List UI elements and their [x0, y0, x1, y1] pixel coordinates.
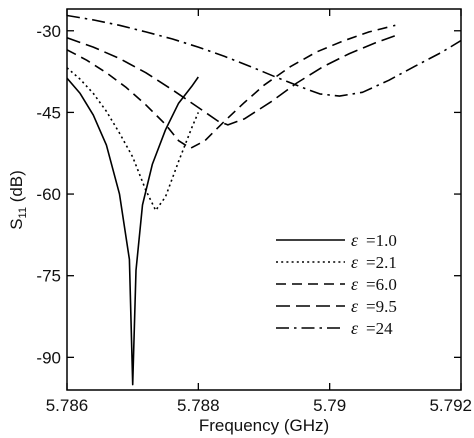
ticks-layer: 5.786 5.788 5.79 5.792 -90 -75 -60 -45 -30	[36, 9, 472, 415]
legend-label-1: =1.0	[366, 231, 397, 250]
y-axis-label-unit: (dB)	[7, 170, 26, 207]
legend-epsilon-2: ε	[351, 252, 359, 272]
series-line-2	[67, 67, 200, 212]
legend-label-5: =24	[366, 319, 393, 338]
legend-label-4: =9.5	[366, 297, 397, 316]
legend-epsilon-5: ε	[351, 318, 359, 338]
legend-epsilon-1: ε	[351, 230, 359, 250]
y-tick-label: -30	[36, 22, 61, 41]
y-tick-label: -45	[36, 103, 61, 122]
y-tick-label: -75	[36, 267, 61, 286]
y-tick-label: -60	[36, 185, 61, 204]
plot-frame	[66, 8, 462, 391]
legend-epsilon-4: ε	[351, 296, 359, 316]
x-tick-label: 5.79	[313, 396, 346, 415]
y-axis-label-main: S	[7, 218, 26, 229]
y-axis-label-sub: 11	[17, 207, 29, 218]
x-tick-label: 5.788	[177, 396, 220, 415]
series-line-3	[67, 24, 396, 150]
x-tick-label: 5.786	[46, 396, 89, 415]
legend-label-3: =6.0	[366, 275, 397, 294]
y-tick-label: -90	[36, 348, 61, 367]
series-line-5	[67, 14, 461, 97]
legend-label-2: =2.1	[366, 253, 397, 272]
x-axis-label: Frequency (GHz)	[199, 416, 329, 435]
series-line-4	[67, 34, 396, 126]
series-layer	[67, 14, 461, 386]
legend: ε =1.0 ε =2.1 ε =6.0 ε =9.5 ε =24	[276, 230, 397, 338]
y-axis-label: S11 (dB)	[7, 170, 29, 230]
legend-epsilon-3: ε	[351, 274, 359, 294]
series-line-1	[67, 76, 199, 386]
x-tick-label: 5.792	[429, 396, 472, 415]
